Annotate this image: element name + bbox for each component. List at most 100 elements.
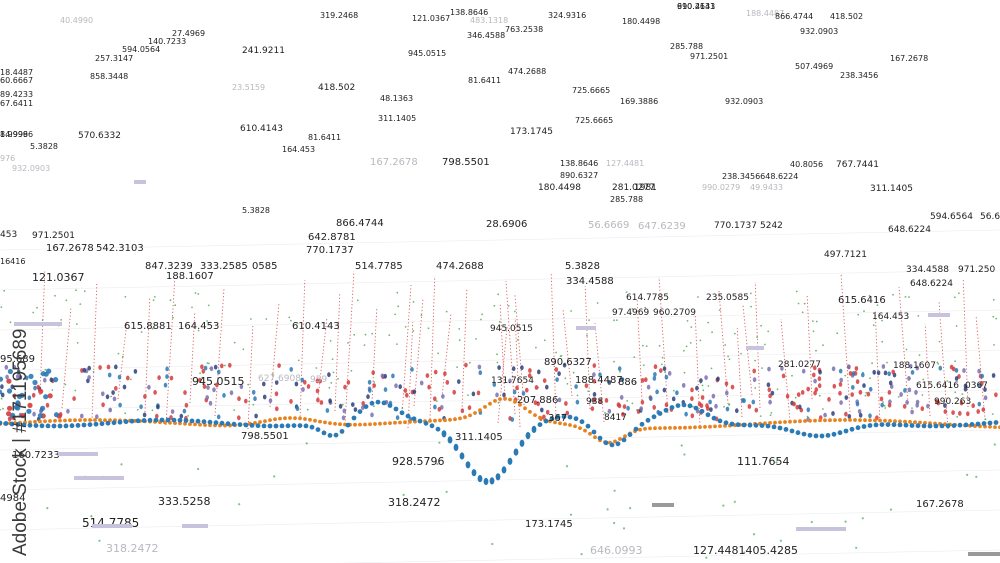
orange-wave-dot	[353, 422, 357, 427]
cluster-dot	[690, 413, 695, 419]
scatter-dot-green	[779, 539, 783, 542]
number-label: 932.0903	[800, 27, 839, 36]
orange-wave-dot	[703, 425, 707, 429]
blue-wave-dot	[201, 419, 207, 425]
cluster-dot	[508, 378, 512, 384]
scatter-dot-green	[394, 313, 396, 316]
cluster-dot	[681, 383, 686, 388]
blue-wave-dot	[519, 439, 525, 447]
cluster-dot	[114, 364, 118, 370]
scatter-dot-green	[497, 293, 500, 296]
scatter-dot-green	[76, 323, 78, 325]
scatter-dot-green	[41, 319, 44, 321]
number-label: 173.1745	[525, 519, 573, 530]
cluster-dot	[521, 391, 526, 396]
number-label: 89.4233	[0, 90, 34, 99]
scatter-dot-green	[644, 306, 647, 309]
cluster-dot	[768, 399, 772, 405]
scatter-dot-green	[117, 352, 120, 355]
cluster-dot	[467, 405, 472, 411]
scatter-dot-green	[586, 334, 588, 337]
cluster-dot	[868, 386, 873, 392]
scatter-dot-green	[46, 507, 49, 510]
blue-wave-dot	[417, 418, 423, 424]
cluster-dot	[847, 414, 852, 419]
orange-wave-dot	[793, 419, 797, 424]
cluster-dot	[445, 380, 450, 385]
number-label: 48.1363	[380, 94, 414, 103]
blue-wave-dot	[237, 422, 243, 427]
scatter-dot-green	[680, 444, 683, 447]
blue-wave-dot	[537, 422, 543, 427]
cluster-dot	[963, 383, 968, 389]
number-label: 990.0279	[702, 183, 741, 192]
cluster-dot	[795, 404, 799, 410]
blue-wave-dot	[897, 422, 903, 428]
orange-wave-dot	[293, 416, 297, 420]
orange-wave-dot	[313, 418, 317, 423]
scatter-dot-green	[252, 403, 255, 406]
cluster-dot	[477, 364, 482, 370]
scatter-dot-green	[174, 304, 177, 307]
number-label: 858.3448	[90, 72, 129, 81]
scatter-dot-green	[822, 408, 824, 410]
scatter-dot-green	[961, 393, 964, 395]
cluster-dot	[460, 408, 465, 414]
blue-wave-dot	[903, 422, 909, 428]
cluster-dot	[53, 377, 59, 383]
number-label: 945.0515	[192, 375, 245, 388]
cluster-dot	[183, 390, 187, 395]
cluster-dot	[976, 409, 980, 414]
cluster-dot	[876, 370, 881, 376]
cluster-dot	[813, 365, 817, 371]
scatter-dot-green	[480, 318, 482, 321]
red-dotted-line	[441, 312, 452, 398]
orange-wave-dot	[198, 422, 202, 427]
number-label: 5.3828	[30, 142, 58, 151]
orange-wave-dot	[698, 425, 702, 429]
number-label: 127.4481	[606, 159, 645, 168]
red-dotted-line	[461, 289, 468, 411]
cluster-dot	[315, 378, 320, 384]
cluster-dot	[724, 381, 729, 387]
marker-dash	[576, 326, 596, 330]
cluster-dot	[95, 414, 99, 420]
number-label: 610.4143	[240, 124, 283, 134]
orange-wave-dot	[773, 420, 777, 425]
orange-wave-dot	[68, 418, 72, 423]
cluster-dot	[268, 398, 273, 404]
cluster-dot	[915, 402, 919, 408]
cluster-dot	[690, 396, 694, 402]
blue-wave-dot	[15, 422, 21, 427]
cluster-dot	[839, 377, 843, 383]
cluster-dot	[49, 377, 54, 383]
blue-wave-dot	[333, 432, 339, 438]
cluster-dot	[4, 364, 9, 370]
cluster-dot	[492, 382, 497, 387]
cluster-dot	[994, 392, 998, 398]
red-dotted-line	[840, 272, 851, 413]
cluster-dot	[640, 399, 645, 405]
orange-wave-dot	[898, 419, 902, 424]
cluster-dot	[169, 415, 173, 420]
scatter-dot-green	[966, 473, 969, 476]
number-label: 173.1745	[510, 127, 553, 137]
cluster-dot	[905, 400, 909, 405]
blue-wave-dot	[147, 417, 153, 423]
cluster-dot	[902, 404, 907, 409]
scatter-dot-green	[305, 442, 308, 445]
scatter-dot-green	[388, 334, 391, 337]
scatter-dot-green	[458, 328, 461, 330]
scatter-dot-green	[958, 292, 960, 295]
blue-wave-dot	[993, 420, 999, 425]
scatter-dot-green	[588, 319, 590, 321]
marker-dash	[928, 313, 950, 317]
number-label: 164.453	[872, 312, 910, 322]
number-label: 959	[310, 375, 328, 385]
blue-wave-dot	[501, 466, 507, 474]
blue-wave-dot	[891, 422, 897, 428]
cluster-dot	[812, 372, 816, 378]
cluster-dot	[495, 392, 499, 398]
orange-wave-dot	[523, 406, 527, 411]
number-label: 111.7654	[737, 455, 790, 468]
